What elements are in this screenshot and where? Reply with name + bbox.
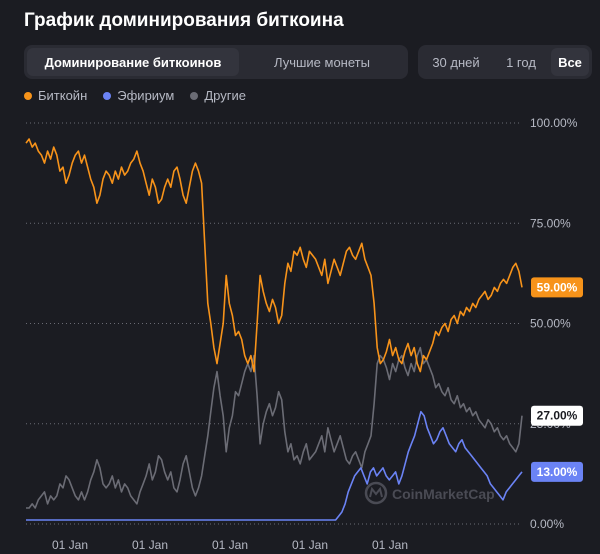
badge-background — [531, 461, 583, 482]
y-tick-label: 0.00% — [530, 517, 564, 531]
coinmarketcap-logo-icon — [364, 481, 388, 505]
x-tick-label: 01 Jan — [52, 538, 88, 552]
page-title: График доминирования биткоина — [24, 10, 344, 31]
legend-label-ethereum: Эфириум — [117, 88, 175, 103]
series-line-others — [26, 346, 523, 509]
y-tick-label: 100.00% — [530, 116, 578, 130]
chart-legend: Биткойн Эфириум Другие — [24, 88, 246, 103]
range-all-button[interactable]: Все — [551, 48, 589, 76]
time-range-selector: 30 дней 1 год Все — [418, 45, 592, 79]
ethereum-dot-icon — [103, 91, 112, 100]
legend-item-others[interactable]: Другие — [190, 88, 246, 103]
x-tick-label: 01 Jan — [212, 538, 248, 552]
coinmarketcap-logo-mark-icon — [369, 486, 383, 498]
badge-background — [531, 405, 583, 426]
latest-value-badges: 59.00% 27.00% 13.00% — [531, 277, 583, 482]
latest-badge-others: 27.00% — [531, 405, 583, 426]
coinmarketcap-watermark: CoinMarketCap — [364, 481, 495, 505]
series-line-bitcoin — [25, 138, 523, 373]
y-tick-label: 75.00% — [530, 216, 571, 230]
range-1y-button[interactable]: 1 год — [506, 54, 536, 70]
legend-item-ethereum[interactable]: Эфириум — [103, 88, 174, 103]
latest-badge-bitcoin: 59.00% — [531, 277, 583, 298]
others-dot-icon — [190, 91, 199, 100]
badge-value: 27.00% — [537, 409, 578, 423]
chart-lines — [25, 138, 523, 521]
x-tick-label: 01 Jan — [132, 538, 168, 552]
tab-top-coins[interactable]: Лучшие монеты — [274, 54, 370, 70]
x-tick-label: 01 Jan — [292, 538, 328, 552]
tab-bitcoin-dominance[interactable]: Доминирование биткоинов — [27, 48, 239, 76]
latest-badge-ethereum: 13.00% — [531, 461, 583, 482]
y-tick-label: 50.00% — [530, 317, 571, 331]
series-line-ethereum — [26, 410, 523, 521]
badge-value: 59.00% — [537, 280, 578, 294]
range-30d-button[interactable]: 30 дней — [432, 54, 480, 70]
x-tick-label: 01 Jan — [372, 538, 408, 552]
legend-label-bitcoin: Биткойн — [38, 88, 88, 103]
watermark-text: CoinMarketCap — [392, 486, 495, 502]
bitcoin-dot-icon — [24, 91, 32, 100]
legend-label-others: Другие — [204, 88, 246, 103]
x-axis-ticks: 01 Jan 01 Jan 01 Jan 01 Jan 01 Jan — [52, 538, 408, 552]
chart-grid — [26, 122, 522, 525]
view-tabs: Доминирование биткоинов Лучшие монеты — [24, 45, 408, 79]
legend-item-bitcoin[interactable]: Биткойн — [24, 88, 87, 103]
badge-value: 13.00% — [537, 465, 578, 479]
badge-background — [531, 277, 583, 298]
